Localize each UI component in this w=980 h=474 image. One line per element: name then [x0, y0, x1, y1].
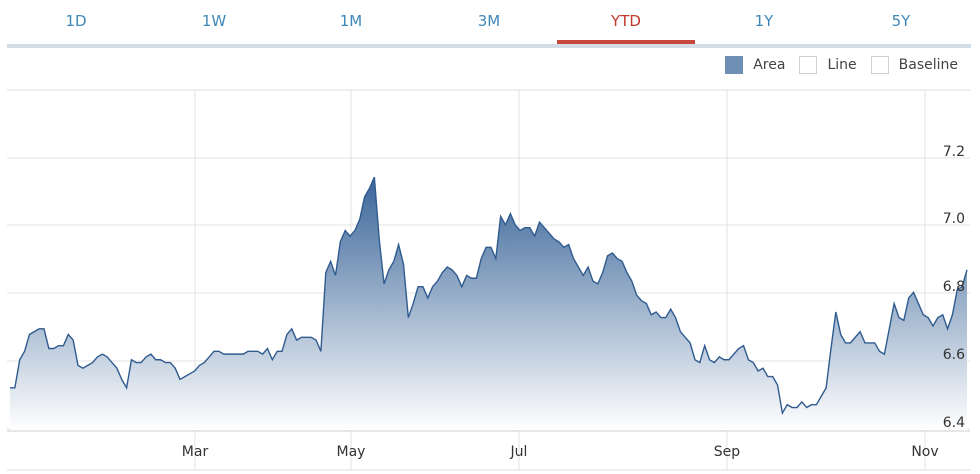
range-tabs: 1D 1W 1M 3M YTD 1Y 5Y [7, 0, 971, 48]
tab-1d[interactable]: 1D [65, 12, 87, 30]
baseline-checkbox[interactable] [870, 56, 889, 74]
y-tick-label: 7.0 [943, 211, 965, 227]
active-tab-indicator [557, 40, 695, 44]
tab-1m[interactable]: 1M [339, 12, 363, 30]
legend-line[interactable]: Line [799, 56, 857, 74]
x-tick-label: May [337, 444, 366, 460]
tab-1y[interactable]: 1Y [754, 12, 774, 30]
legend-line-label: Line [827, 57, 857, 73]
line-checkbox[interactable] [799, 56, 818, 74]
tab-ytd[interactable]: YTD [611, 12, 641, 30]
y-tick-label: 7.2 [943, 144, 965, 160]
x-tick-label: Nov [911, 444, 938, 460]
y-tick-label: 6.6 [943, 347, 965, 363]
y-tick-label: 6.8 [943, 279, 965, 295]
tab-1w[interactable]: 1W [201, 12, 227, 30]
legend-area[interactable]: Area [725, 56, 785, 74]
area-checkbox[interactable] [725, 56, 744, 74]
y-axis-ticks: 6.4 6.6 6.8 7.0 7.2 [943, 144, 965, 431]
series-line [10, 176, 968, 416]
x-tick-label: Mar [182, 444, 209, 460]
x-tick-label: Jul [510, 444, 528, 460]
legend-baseline-label: Baseline [898, 57, 958, 73]
y-tick-label: 6.4 [943, 415, 965, 431]
tab-3m[interactable]: 3M [477, 12, 501, 30]
series-area [10, 177, 967, 430]
chart-type-legend: Area Line Baseline [725, 56, 958, 74]
tab-5y[interactable]: 5Y [891, 12, 911, 30]
x-tick-label: Sep [714, 444, 741, 460]
legend-baseline[interactable]: Baseline [870, 56, 958, 74]
legend-area-label: Area [753, 57, 786, 73]
x-axis-ticks: Mar May Jul Sep Nov [182, 444, 939, 460]
